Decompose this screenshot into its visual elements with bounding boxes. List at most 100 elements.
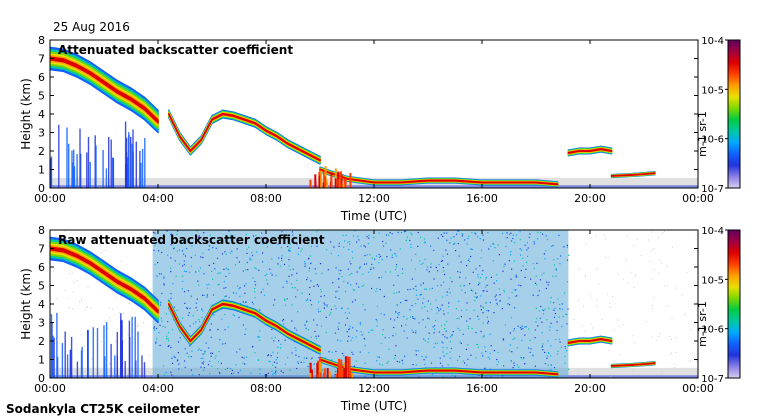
noise-dot (170, 257, 172, 259)
y-tick-label: 8 (38, 34, 45, 47)
noise-dot (441, 341, 443, 343)
noise-dot (379, 376, 381, 378)
noise-dot (323, 302, 325, 304)
noise-dot (493, 350, 495, 352)
noise-dot (440, 325, 443, 327)
noise-dot (423, 297, 425, 300)
speckle-dot (118, 312, 120, 313)
noise-dot (340, 269, 342, 272)
speckle-dot (76, 349, 78, 351)
noise-dot (443, 355, 445, 357)
noise-dot (480, 305, 482, 307)
noise-dot (546, 355, 548, 357)
noise-dot (516, 295, 518, 297)
speckle-dot (596, 268, 598, 270)
noise-dot (369, 254, 371, 256)
noise-dot (506, 232, 508, 234)
noise-dot (254, 281, 256, 283)
noise-dot (227, 269, 229, 271)
noise-dot (364, 345, 366, 347)
noise-dot (255, 234, 257, 236)
noise-dot (250, 372, 252, 374)
noise-dot (518, 284, 520, 286)
noise-dot (163, 277, 165, 279)
noise-dot (423, 359, 425, 361)
noise-dot (446, 232, 448, 234)
noise-dot (281, 259, 283, 262)
noise-dot (209, 329, 211, 331)
noise-dot (458, 317, 460, 320)
noise-dot (558, 338, 560, 340)
noise-dot (550, 369, 552, 371)
noise-dot (514, 276, 516, 278)
noise-dot (566, 244, 568, 246)
noise-dot (173, 247, 175, 249)
noise-dot (514, 307, 516, 309)
streak (92, 327, 94, 378)
noise-dot (348, 312, 350, 314)
speckle-dot (141, 237, 143, 239)
noise-dot (366, 254, 368, 256)
noise-dot (217, 272, 219, 274)
noise-dot (428, 318, 430, 320)
noise-dot (209, 360, 211, 362)
noise-dot (236, 285, 239, 287)
precip-streak (316, 362, 319, 378)
noise-dot (526, 249, 528, 251)
noise-dot (567, 281, 569, 283)
noise-dot (495, 299, 497, 301)
noise-dot (167, 321, 169, 323)
noise-dot (286, 282, 288, 284)
noise-dot (362, 273, 364, 275)
noise-dot (314, 268, 316, 270)
speckle-dot (640, 254, 642, 256)
noise-dot (192, 374, 194, 376)
noise-dot (325, 316, 327, 318)
speckle-dot (84, 309, 86, 311)
noise-dot (171, 357, 173, 359)
noise-dot (496, 274, 498, 276)
noise-dot (298, 356, 300, 358)
noise-dot (368, 331, 370, 333)
speckle-dot (589, 293, 591, 295)
noise-dot (474, 300, 476, 302)
noise-dot (174, 260, 176, 262)
noise-dot (556, 353, 559, 355)
precip-streak (339, 172, 342, 188)
noise-dot (324, 304, 326, 306)
noise-dot (389, 271, 391, 273)
noise-dot (519, 231, 521, 233)
noise-dot (553, 316, 556, 318)
noise-dot (198, 235, 200, 237)
noise-dot (273, 372, 275, 374)
noise-dot (515, 234, 517, 236)
speckle-dot (137, 324, 139, 326)
noise-dot (431, 287, 433, 289)
noise-dot (161, 251, 163, 254)
precip-streak (326, 368, 329, 378)
noise-dot (282, 318, 285, 321)
noise-dot (189, 325, 191, 327)
noise-dot (443, 313, 445, 315)
colorbar-scale (727, 39, 741, 189)
noise-dot (160, 317, 162, 319)
noise-dot (380, 312, 382, 315)
noise-dot (508, 233, 511, 235)
streak (79, 128, 81, 188)
noise-dot (247, 269, 249, 271)
y-axis-label: Height (km) (19, 268, 33, 339)
noise-dot (493, 282, 495, 284)
noise-dot (467, 259, 469, 261)
speckle-dot (681, 294, 683, 296)
noise-dot (191, 245, 193, 247)
noise-dot (242, 324, 244, 326)
noise-dot (242, 301, 244, 303)
noise-dot (265, 240, 267, 242)
noise-dot (254, 267, 256, 269)
noise-dot (451, 334, 453, 336)
noise-dot (363, 245, 365, 247)
noise-dot (430, 245, 432, 247)
speckle-dot (622, 324, 624, 326)
noise-dot (176, 250, 178, 252)
